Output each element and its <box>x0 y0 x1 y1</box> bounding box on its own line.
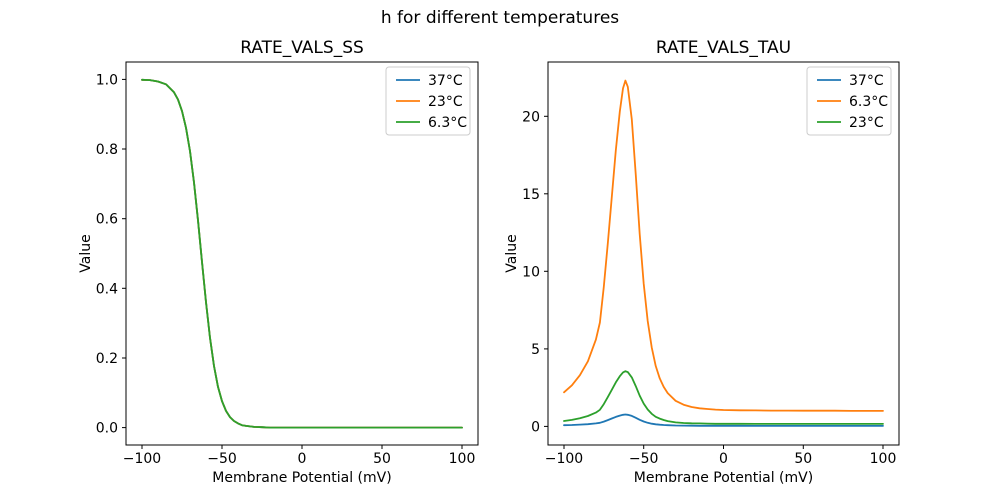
x-tick-label: 50 <box>794 451 812 467</box>
y-tick-label: 0.0 <box>96 421 118 437</box>
legend-label: 23°C <box>849 115 884 131</box>
y-tick-label: 15 <box>522 187 540 203</box>
x-axis-label: Membrane Potential (mV) <box>212 470 391 486</box>
x-tick-label: −100 <box>545 451 583 467</box>
x-tick-label: −50 <box>629 451 659 467</box>
plot-title-rate-vals-tau: RATE_VALS_TAU <box>656 38 791 58</box>
y-tick-label: 0.8 <box>96 142 118 158</box>
series-line-6.3C <box>141 78 463 429</box>
y-tick-label: 0.4 <box>96 281 118 297</box>
legend: 37°C 23°C 6.3°C <box>385 66 471 136</box>
series-line-23C <box>563 370 884 425</box>
y-tick-label: 1.0 <box>96 72 118 88</box>
x-tick-label: 100 <box>449 451 476 467</box>
y-tick-label: 0.2 <box>96 351 118 367</box>
legend: 37°C 6.3°C 23°C <box>806 66 892 136</box>
y-axis-label: Value <box>504 234 520 272</box>
x-axis-label: Membrane Potential (mV) <box>634 470 813 486</box>
legend-label: 6.3°C <box>428 115 467 131</box>
subplot-rate-vals-ss: −100 −50 0 50 100 0.0 0.2 0.4 0.6 0.8 1.0 RATE_VALS… <box>78 38 479 486</box>
y-tick-label: 5 <box>531 342 540 358</box>
x-tick-label: 100 <box>870 451 897 467</box>
legend-frame <box>385 66 471 136</box>
x-tick-label: 0 <box>719 451 728 467</box>
y-axis-label: Value <box>78 234 94 272</box>
legend-frame <box>806 66 892 136</box>
y-tick-label: 20 <box>522 109 540 125</box>
subplot-rate-vals-tau: −100 −50 0 50 100 0 5 10 15 20 RATE_VALS_TAU Membra… <box>504 38 900 486</box>
x-tick-label: 50 <box>373 451 391 467</box>
x-tick-label: −50 <box>207 451 237 467</box>
y-tick-label: 10 <box>522 264 540 280</box>
y-tick-label: 0 <box>531 419 540 435</box>
legend-label: 23°C <box>428 94 463 110</box>
y-tick-label: 0.6 <box>96 212 118 228</box>
figure-suptitle: h for different temperatures <box>381 8 619 28</box>
x-tick-label: −100 <box>123 451 161 467</box>
x-tick-label: 0 <box>298 451 307 467</box>
legend-label: 37°C <box>849 73 884 89</box>
legend-label: 6.3°C <box>849 94 888 110</box>
plot-title-rate-vals-ss: RATE_VALS_SS <box>240 38 364 58</box>
series-line-6.3C <box>563 79 884 412</box>
legend-label: 37°C <box>428 73 463 89</box>
series-line-37C <box>563 413 884 427</box>
